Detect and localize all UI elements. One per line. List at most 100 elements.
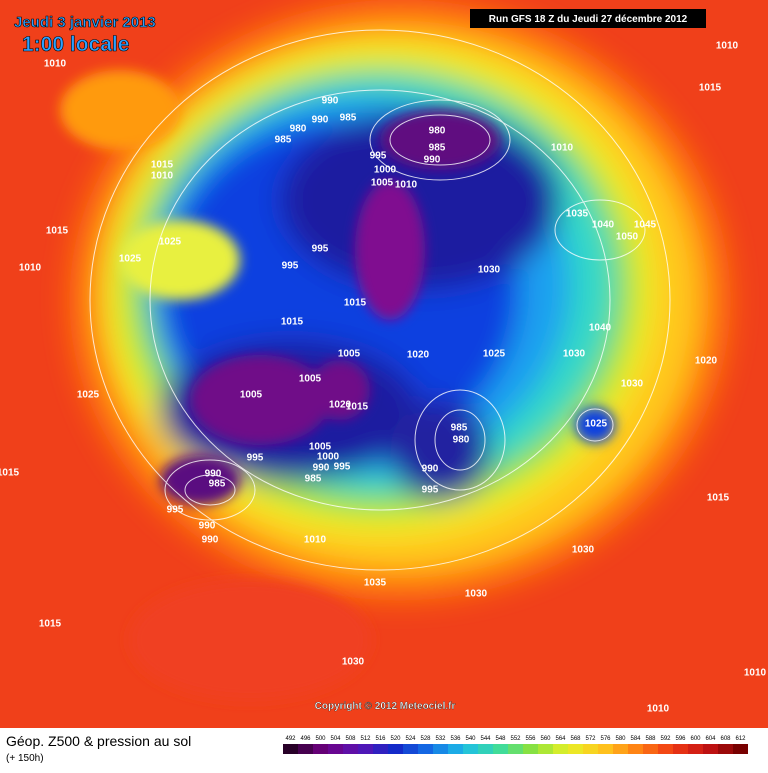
legend-swatch	[388, 744, 403, 754]
isobar-label: 985	[340, 113, 357, 124]
legend-swatch	[343, 744, 358, 754]
legend-swatch	[733, 744, 748, 754]
legend-label: 584	[630, 736, 641, 742]
copyright: Copyright © 2012 Meteociel.fr	[315, 701, 456, 712]
isobar-label: 985	[451, 423, 468, 434]
legend-label: 600	[690, 736, 701, 742]
legend-swatch	[568, 744, 583, 754]
legend-swatch	[553, 744, 568, 754]
legend-swatch	[628, 744, 643, 754]
legend-swatch	[673, 744, 688, 754]
legend-label: 552	[510, 736, 521, 742]
legend-label: 496	[300, 736, 311, 742]
isobar-label: 995	[167, 505, 184, 516]
legend-label: 548	[495, 736, 506, 742]
legend-label: 508	[345, 736, 356, 742]
isobar-label: 1015	[151, 160, 174, 171]
legend-swatch	[613, 744, 628, 754]
legend-label: 516	[375, 736, 386, 742]
isobar-label: 1040	[592, 220, 615, 231]
legend-label: 576	[600, 736, 611, 742]
legend-swatch	[283, 744, 298, 754]
isobar-label: 1020	[695, 356, 718, 367]
legend-label: 608	[720, 736, 731, 742]
isobar-label: 1010	[716, 41, 739, 52]
isobar-label: 985	[305, 474, 322, 485]
legend-swatch	[493, 744, 508, 754]
isobar-label: 990	[312, 115, 329, 126]
legend-label: 524	[405, 736, 416, 742]
isobar-label: 1005	[371, 178, 394, 189]
isobar-label: 1020	[329, 400, 352, 411]
isobar-label: 1025	[483, 349, 506, 360]
isobar-label: 1010	[19, 263, 42, 274]
isobar-label: 980	[453, 435, 470, 446]
isobar-label: 1015	[344, 298, 367, 309]
isobar-label: 990	[322, 96, 339, 107]
footer-subtitle: (+ 150h)	[6, 753, 44, 764]
legend-label: 580	[615, 736, 626, 742]
legend-swatch	[448, 744, 463, 754]
isobar-label: 1010	[744, 668, 767, 679]
isobar-label: 980	[290, 124, 307, 135]
legend-swatch	[463, 744, 478, 754]
legend-swatch	[298, 744, 313, 754]
legend-swatch	[523, 744, 538, 754]
isobar-label: 1000	[317, 452, 340, 463]
legend-label: 588	[645, 736, 656, 742]
legend-label: 568	[570, 736, 581, 742]
isobar-label: 1005	[240, 390, 263, 401]
isobar-label: 1010	[44, 59, 67, 70]
isobar-label: 1010	[647, 704, 670, 715]
isobar-label: 1015	[346, 402, 369, 413]
isobar-label: 995	[422, 485, 439, 496]
legend-swatch	[313, 744, 328, 754]
legend-label: 500	[315, 736, 326, 742]
legend-swatch	[538, 744, 553, 754]
isobar-label: 1025	[77, 390, 100, 401]
isobar-label: 1015	[46, 226, 69, 237]
legend-label: 520	[390, 736, 401, 742]
isobar-label: 1010	[551, 143, 574, 154]
isobar-label: 1010	[151, 171, 174, 182]
isobar-label: 990	[202, 535, 219, 546]
isobar-label: 1035	[566, 209, 589, 220]
isobar-label: 1030	[621, 379, 644, 390]
legend-label: 540	[465, 736, 476, 742]
isobar-label: 990	[199, 521, 216, 532]
legend-swatch	[598, 744, 613, 754]
isobar-label: 1025	[159, 237, 182, 248]
isobar-label: 1025	[119, 254, 142, 265]
legend-label: 612	[735, 736, 746, 742]
legend-label: 592	[660, 736, 671, 742]
isobar-label: 1035	[364, 578, 387, 589]
legend-swatch	[433, 744, 448, 754]
isobar-label: 985	[275, 135, 292, 146]
legend-label: 536	[450, 736, 461, 742]
isobar-label: 1015	[0, 468, 20, 479]
legend-label: 560	[540, 736, 551, 742]
legend-label: 544	[480, 736, 491, 742]
isobar-label: 1030	[465, 589, 488, 600]
legend-label: 564	[555, 736, 566, 742]
legend-swatch	[508, 744, 523, 754]
legend-swatch	[328, 744, 343, 754]
legend-swatch	[718, 744, 733, 754]
isobar-label: 1010	[304, 535, 327, 546]
isobar-label: 1030	[342, 657, 365, 668]
isobar-label: 1005	[299, 374, 322, 385]
isobar-label: 995	[370, 151, 387, 162]
legend-label: 532	[435, 736, 446, 742]
legend-label: 504	[330, 736, 341, 742]
isobar-label: 1015	[281, 317, 304, 328]
forecast-date: Jeudi 3 janvier 2013	[14, 14, 156, 31]
run-info: Run GFS 18 Z du Jeudi 27 décembre 2012	[489, 14, 688, 25]
legend-swatch	[583, 744, 598, 754]
isobar-label: 1015	[707, 493, 730, 504]
legend-label: 556	[525, 736, 536, 742]
legend-swatch	[478, 744, 493, 754]
isobar-label: 1020	[407, 350, 430, 361]
isobar-label: 1015	[699, 83, 722, 94]
